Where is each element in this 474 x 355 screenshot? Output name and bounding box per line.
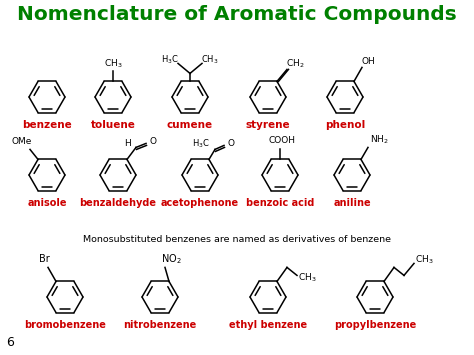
Text: acetophenone: acetophenone: [161, 198, 239, 208]
Text: CH$_3$: CH$_3$: [201, 53, 219, 66]
Text: cumene: cumene: [167, 120, 213, 130]
Text: OMe: OMe: [12, 137, 32, 146]
Text: anisole: anisole: [27, 198, 67, 208]
Text: aniline: aniline: [333, 198, 371, 208]
Text: nitrobenzene: nitrobenzene: [123, 320, 197, 330]
Text: Br: Br: [38, 255, 49, 264]
Text: ethyl benzene: ethyl benzene: [229, 320, 307, 330]
Text: O: O: [228, 139, 235, 148]
Text: phenol: phenol: [325, 120, 365, 130]
Text: H: H: [125, 139, 131, 148]
Text: H$_3$C: H$_3$C: [192, 137, 210, 150]
Text: O: O: [149, 137, 156, 146]
Text: CH$_2$: CH$_2$: [286, 57, 304, 70]
Text: bromobenzene: bromobenzene: [24, 320, 106, 330]
Text: benzaldehyde: benzaldehyde: [80, 198, 156, 208]
Text: benzene: benzene: [22, 120, 72, 130]
Text: benzoic acid: benzoic acid: [246, 198, 314, 208]
Text: NH$_2$: NH$_2$: [370, 133, 388, 146]
Text: Nomenclature of Aromatic Compounds: Nomenclature of Aromatic Compounds: [17, 5, 457, 24]
Text: styrene: styrene: [246, 120, 290, 130]
Text: 6: 6: [6, 337, 14, 350]
Text: COOH: COOH: [268, 136, 295, 145]
Text: CH$_3$: CH$_3$: [415, 253, 433, 266]
Text: Monosubstituted benzenes are named as derivatives of benzene: Monosubstituted benzenes are named as de…: [83, 235, 391, 245]
Text: H$_3$C: H$_3$C: [161, 53, 179, 66]
Text: NO$_2$: NO$_2$: [161, 252, 182, 266]
Text: CH$_3$: CH$_3$: [298, 271, 316, 284]
Text: toluene: toluene: [91, 120, 136, 130]
Text: CH$_3$: CH$_3$: [104, 57, 122, 70]
Text: OH: OH: [361, 57, 375, 66]
Text: propylbenzene: propylbenzene: [334, 320, 416, 330]
